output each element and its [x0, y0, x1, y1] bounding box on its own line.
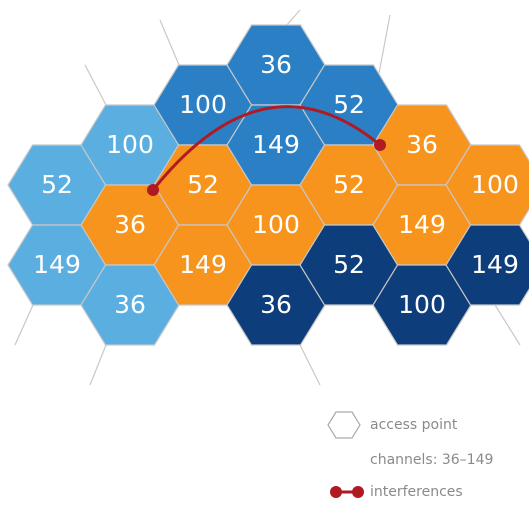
channel-label: 52: [41, 170, 73, 199]
decor-line: [89, 344, 107, 386]
interference-arc: [151, 105, 381, 191]
decor-line: [14, 304, 34, 346]
channel-label: 52: [333, 90, 365, 119]
decor-line: [494, 304, 521, 346]
legend-dot: [352, 486, 364, 498]
hex-cell: [445, 224, 529, 306]
interference-dot: [147, 184, 159, 196]
decor-line: [299, 344, 321, 386]
interference-dot: [374, 139, 386, 151]
channel-label: 36: [260, 50, 292, 79]
decor-line: [84, 64, 107, 106]
channel-label: 100: [471, 170, 519, 199]
channel-label: 36: [406, 130, 438, 159]
legend-text: interferences: [370, 484, 463, 500]
channel-label: 149: [179, 250, 227, 279]
channel-label: 52: [187, 170, 219, 199]
channel-label: 149: [398, 210, 446, 239]
channel-label: 100: [179, 90, 227, 119]
channel-label: 52: [333, 250, 365, 279]
legend-hex: [327, 411, 361, 439]
legend-text: access point: [370, 417, 458, 433]
channel-label: 100: [398, 290, 446, 319]
hex-grid: 52 149 100 36 36 100 52 149 36 149 100 36 52 52 52 36 14…: [7, 24, 529, 346]
channel-label: 149: [252, 130, 300, 159]
legend-text: channels: 36–149: [370, 452, 493, 468]
channel-label: 149: [33, 250, 81, 279]
legend-dot: [330, 486, 342, 498]
channel-label: 36: [114, 290, 146, 319]
decor-line: [159, 19, 180, 66]
channel-label: 100: [106, 130, 154, 159]
channel-label: 36: [260, 290, 292, 319]
channel-label: 100: [252, 210, 300, 239]
channel-label: 149: [471, 250, 519, 279]
channel-label: 52: [333, 170, 365, 199]
channel-label: 36: [114, 210, 146, 239]
